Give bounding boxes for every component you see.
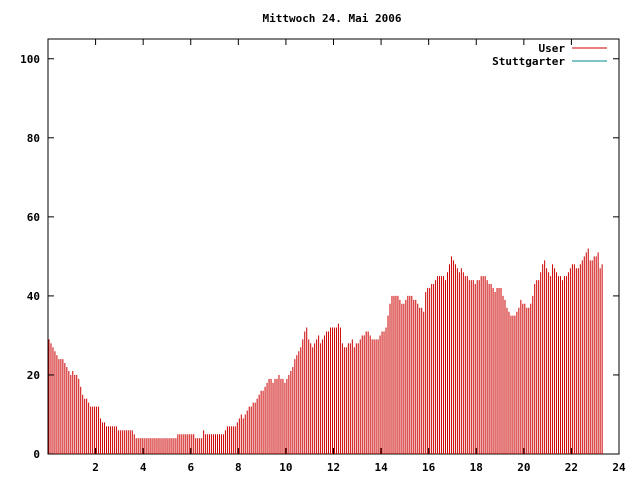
y-tick-label: 40 (27, 290, 40, 303)
legend-label-user: User (539, 42, 566, 55)
x-tick-label: 22 (565, 461, 578, 474)
y-tick-label: 20 (27, 369, 40, 382)
y-tick-label: 60 (27, 211, 40, 224)
x-tick-label: 4 (140, 461, 147, 474)
y-tick-label: 80 (27, 132, 40, 145)
x-tick-label: 10 (279, 461, 292, 474)
y-tick-label: 100 (20, 53, 40, 66)
x-tick-label: 2 (92, 461, 99, 474)
y-tick-label: 0 (33, 448, 40, 461)
plot-frame (47, 38, 620, 455)
legend-label-stuttgarter: Stuttgarter (492, 55, 565, 68)
legend-entry-user: User (539, 42, 607, 55)
bars-layer (48, 248, 603, 454)
x-tick-label: 20 (517, 461, 530, 474)
legend-entry-stuttgarter: Stuttgarter (492, 55, 607, 68)
x-tick-label: 6 (187, 461, 194, 474)
x-tick-label: 14 (374, 461, 388, 474)
x-tick-label: 8 (235, 461, 242, 474)
x-tick-label: 16 (422, 461, 436, 474)
x-tick-label: 24 (612, 461, 626, 474)
x-tick-label: 18 (470, 461, 483, 474)
legend: User Stuttgarter (492, 42, 607, 68)
x-tick-label: 12 (327, 461, 340, 474)
chart-title: Mittwoch 24. Mai 2006 (262, 12, 401, 25)
